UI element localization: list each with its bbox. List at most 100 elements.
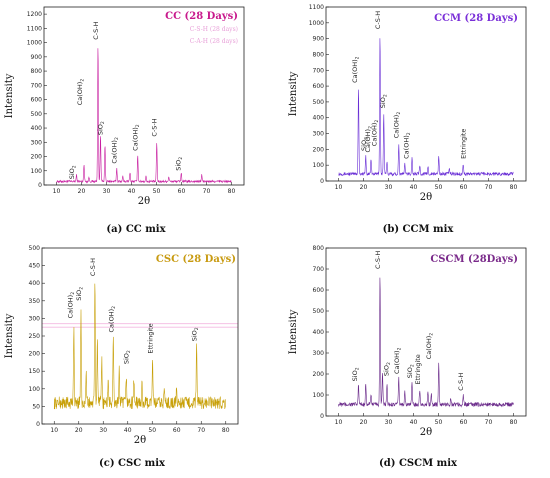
x-axis-label: 2θ (420, 427, 432, 438)
ghost-legend-entry: C-A-H (28 days) (190, 38, 238, 45)
peak-annotation: Ettringite (414, 354, 422, 384)
plot-frame (325, 6, 527, 182)
peak-annotation: Ca(OH)2 (76, 79, 86, 106)
peak-annotation: SiO2 (175, 157, 185, 171)
y-tick-label: 100 (29, 386, 41, 393)
y-tick-label: 1200 (27, 11, 42, 18)
peak-annotation: SiO2 (360, 137, 370, 151)
x-tick-label: 40 (128, 188, 136, 195)
y-tick-label: 250 (29, 333, 41, 340)
x-tick-label: 60 (178, 188, 186, 195)
y-tick-label: 500 (313, 308, 325, 315)
peak-annotation: Ca(OH)2 (393, 112, 403, 139)
y-tick-label: 50 (32, 403, 40, 410)
y-tick-label: 0 (320, 413, 324, 420)
x-tick-label: 30 (103, 188, 111, 195)
y-tick-label: 350 (29, 298, 41, 305)
y-tick-label: 500 (313, 99, 325, 106)
x-axis-label: 2θ (134, 435, 146, 446)
x-tick-label: 30 (385, 184, 393, 191)
panel-caption: (b) CCM mix (383, 224, 455, 235)
peak-annotation: SiO2 (379, 94, 389, 108)
x-tick-label: 20 (78, 188, 86, 195)
peak-annotation: Ca(OH)2 (351, 56, 361, 83)
y-tick-label: 200 (31, 154, 43, 161)
peak-annotation: SiO2 (68, 165, 78, 179)
y-axis-label: Intensity (288, 71, 299, 116)
y-tick-label: 200 (313, 371, 325, 378)
y-axis-label: Intensity (288, 309, 299, 354)
y-tick-label: 0 (320, 178, 324, 185)
y-tick-label: 200 (313, 146, 325, 153)
x-tick-label: 80 (222, 427, 230, 434)
y-tick-label: 300 (31, 139, 43, 146)
y-tick-label: 800 (313, 245, 325, 252)
peak-annotation: SiO2 (406, 364, 416, 378)
y-tick-label: 100 (313, 162, 325, 169)
x-tick-label: 10 (335, 184, 343, 191)
panel-title: CCM (28 Days) (434, 13, 518, 24)
y-tick-label: 300 (313, 350, 325, 357)
y-tick-label: 300 (313, 131, 325, 138)
x-tick-label: 40 (124, 427, 132, 434)
x-tick-label: 10 (53, 188, 61, 195)
y-tick-label: 700 (313, 266, 325, 273)
ghost-legend-entry: C-S-H (28 days) (190, 26, 238, 33)
diffraction-series-line (56, 48, 232, 184)
x-tick-label: 10 (335, 419, 343, 426)
y-tick-label: 200 (29, 351, 41, 358)
y-tick-label: 1100 (309, 4, 324, 11)
diffraction-series-line (338, 38, 514, 177)
peak-annotation: C-S-H (151, 118, 159, 136)
peak-annotation: Ca(OH)2 (425, 333, 435, 360)
peak-annotation: Ca(OH)2 (107, 306, 117, 333)
peak-annotation: Ca(OH)2 (371, 120, 381, 147)
x-tick-label: 20 (360, 184, 368, 191)
peak-annotation: C-S-H (89, 258, 97, 276)
peak-annotation: SiO2 (97, 121, 107, 135)
peak-annotation: Ettringite (460, 129, 468, 159)
y-tick-label: 800 (313, 51, 325, 58)
x-tick-label: 50 (435, 419, 443, 426)
x-tick-label: 70 (203, 188, 211, 195)
y-axis-label: Intensity (4, 73, 15, 118)
panel-caption: (d) CSCM mix (379, 458, 458, 469)
panel-title: CSC (28 Days) (156, 254, 236, 265)
x-tick-label: 60 (173, 427, 181, 434)
peak-annotation: Ettringite (146, 323, 154, 353)
peak-annotation: SiO2 (122, 350, 132, 364)
x-axis-label: 2θ (138, 196, 150, 207)
y-tick-label: 800 (31, 68, 43, 75)
y-tick-label: 400 (313, 329, 325, 336)
panel-caption: (a) CC mix (106, 224, 166, 235)
peak-annotation: Ca(OH)2 (132, 124, 142, 151)
y-tick-label: 150 (29, 368, 41, 375)
plot-frame (43, 6, 245, 186)
y-tick-label: 100 (313, 392, 325, 399)
x-tick-label: 60 (460, 184, 468, 191)
peak-annotation: Ca(OH)2 (403, 132, 413, 159)
y-tick-label: 0 (36, 421, 40, 428)
y-tick-label: 500 (29, 245, 41, 252)
y-tick-label: 600 (31, 97, 43, 104)
y-tick-label: 900 (31, 54, 43, 61)
x-tick-label: 50 (435, 184, 443, 191)
y-tick-label: 300 (29, 315, 41, 322)
peak-annotation: SiO2 (351, 367, 361, 381)
y-tick-label: 400 (31, 125, 43, 132)
x-tick-label: 20 (75, 427, 83, 434)
peak-annotation: SiO2 (75, 287, 85, 301)
chart-panel-2: 0 100 200 300 400 500 600 700 800 900 1000 1100 10 20… (288, 4, 527, 235)
diffraction-series-line (338, 277, 514, 408)
y-tick-label: 600 (313, 83, 325, 90)
x-tick-label: 10 (50, 427, 58, 434)
peak-annotation: Ca(OH)2 (364, 126, 374, 153)
x-tick-label: 50 (153, 188, 161, 195)
x-tick-label: 30 (99, 427, 107, 434)
peak-annotation: C-S-H (457, 372, 465, 390)
x-tick-label: 40 (410, 419, 418, 426)
panel-caption: (c) CSC mix (99, 458, 166, 469)
x-tick-label: 80 (228, 188, 236, 195)
x-tick-label: 80 (510, 419, 518, 426)
y-tick-label: 400 (29, 280, 41, 287)
